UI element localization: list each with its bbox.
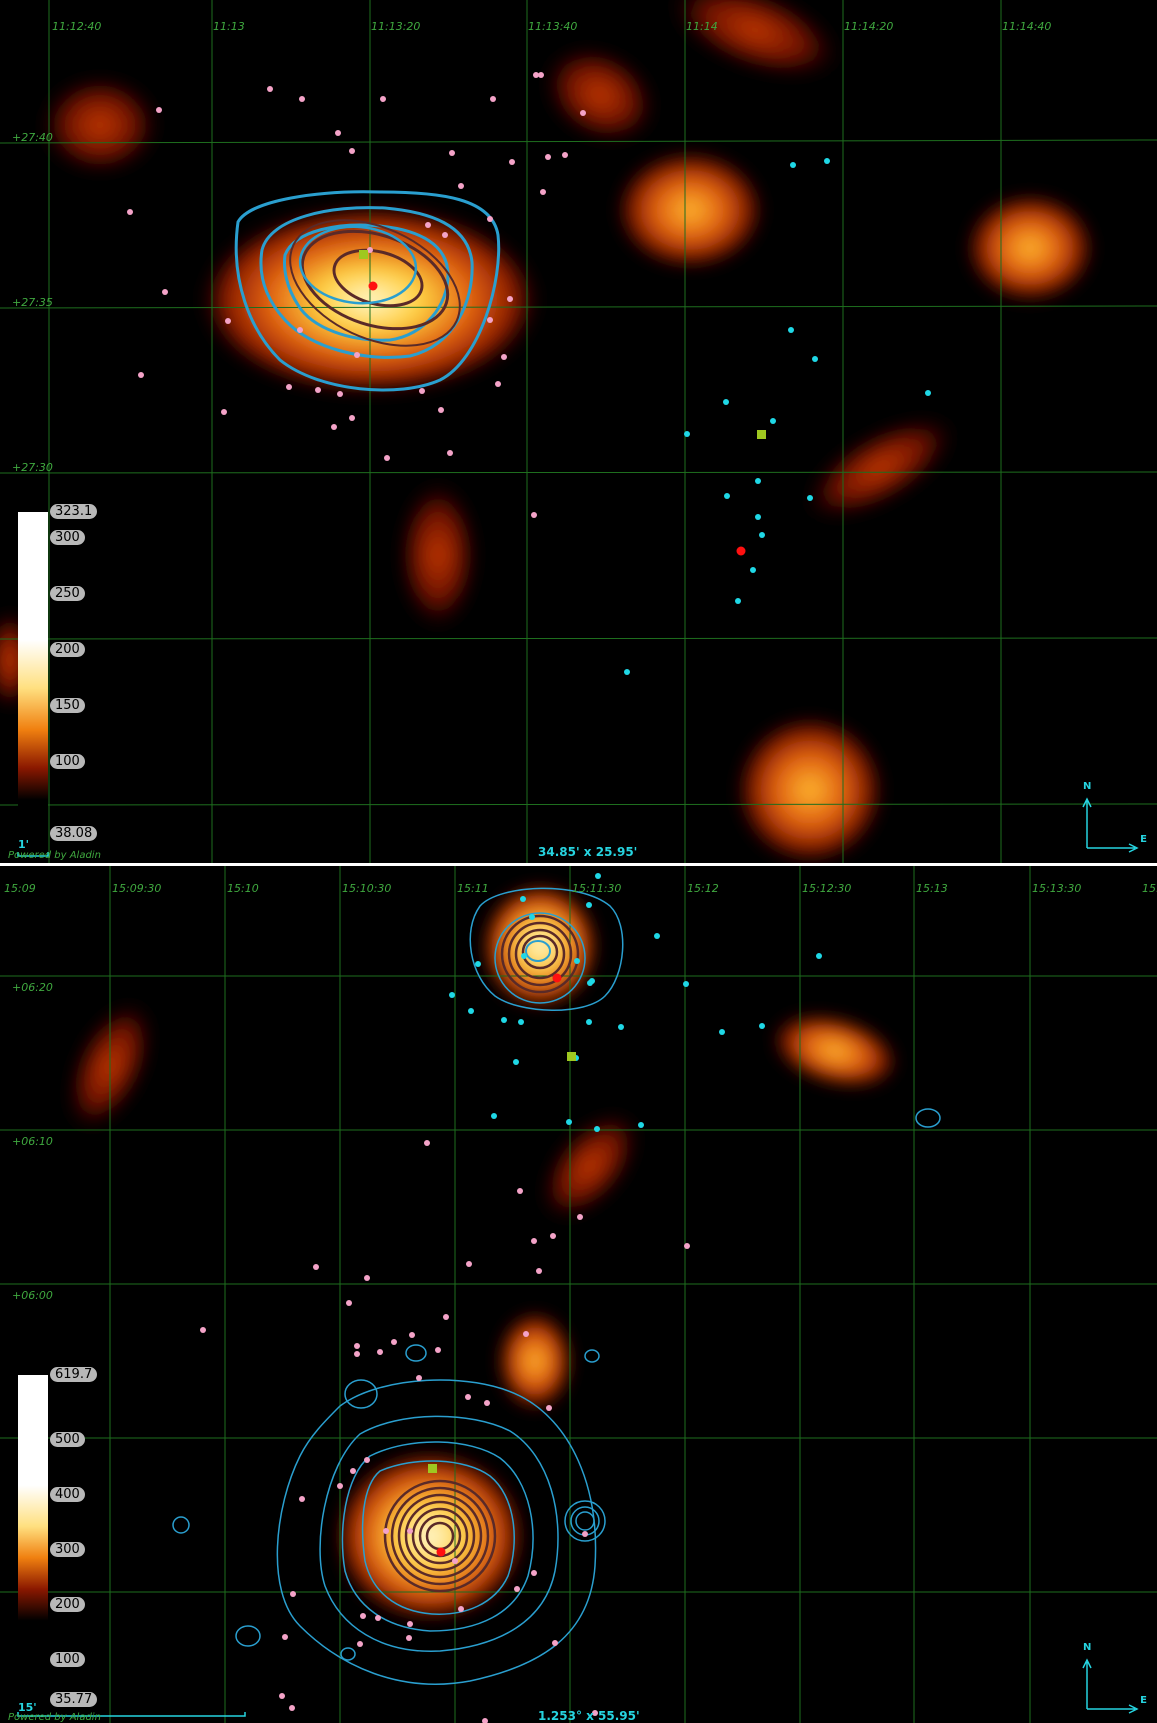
colorbar-tick: 250 [50, 586, 85, 601]
compass-north: N [1083, 1642, 1092, 1653]
ra-label: 15:10 [227, 882, 259, 895]
emission-map-bottom [66, 884, 899, 1621]
coordinate-grid-top [0, 0, 1157, 863]
sky-image-panel-top[interactable]: 11:12:40 11:13 11:13:20 11:13:40 11:14 1… [0, 0, 1157, 863]
dec-label: +27:30 [12, 461, 53, 474]
cyan-sources-bottom [449, 873, 822, 1132]
compass-east: E [1140, 834, 1147, 845]
pink-sources-bottom [200, 1140, 690, 1723]
compass: N E [1077, 781, 1147, 853]
ra-label: 11:12:40 [52, 20, 102, 33]
colorbar-tick: 200 [50, 1597, 85, 1612]
ra-label: 15:13 [916, 882, 948, 895]
compass-east: E [1140, 1695, 1147, 1706]
scale-bar-bottom [17, 1712, 246, 1717]
colorbar-tick: 500 [50, 1432, 85, 1447]
scale-bar-top [17, 852, 49, 857]
colorbar-bottom [18, 1375, 48, 1690]
field-of-view-label: 34.85' x 25.95' [538, 845, 638, 859]
compass-north: N [1083, 781, 1092, 792]
cyan-sources-top [624, 158, 931, 675]
contours-top [234, 190, 501, 392]
sky-map-bottom[interactable] [0, 866, 1157, 1723]
ra-label: 15:11 [457, 882, 489, 895]
ra-label: 11:13:40 [528, 20, 578, 33]
colorbar-tick: 400 [50, 1487, 85, 1502]
compass: N E [1077, 1642, 1147, 1714]
markers-bottom [428, 973, 576, 1557]
colorbar-min: 35.77 [50, 1692, 98, 1707]
dec-label: +06:10 [12, 1135, 53, 1148]
sky-map-top[interactable] [0, 0, 1157, 863]
ra-label: 15:1 [1142, 882, 1157, 895]
colorbar-tick: 100 [50, 1652, 85, 1667]
ra-label: 11:13:20 [371, 20, 421, 33]
compass-arrows-icon [1082, 1658, 1139, 1714]
ra-label: 15:10:30 [342, 882, 392, 895]
field-of-view-label: 1.253° x 55.95' [538, 1709, 640, 1723]
ra-label: 15:13:30 [1032, 882, 1082, 895]
ra-label: 15:12 [687, 882, 719, 895]
coordinate-grid-bottom [0, 866, 1157, 1723]
scale-label: 15' [18, 1701, 37, 1714]
ra-label: 15:09 [4, 882, 36, 895]
colorbar-min: 38.08 [50, 826, 98, 841]
scale-label: 1' [18, 838, 30, 851]
ra-label: 15:11:30 [572, 882, 622, 895]
contours-bottom [172, 887, 941, 1685]
emission-map-top [0, 0, 1095, 863]
colorbar-tick: 300 [50, 530, 85, 545]
dec-label: +06:00 [12, 1289, 53, 1302]
sky-image-panel-bottom[interactable]: 15:09 15:09:30 15:10 15:10:30 15:11 15:1… [0, 866, 1157, 1723]
ra-label: 15:12:30 [802, 882, 852, 895]
ra-label: 15:09:30 [112, 882, 162, 895]
ra-label: 11:14 [686, 20, 718, 33]
colorbar-max: 323.1 [50, 504, 98, 519]
compass-arrows-icon [1082, 797, 1139, 853]
pink-sources-top [127, 72, 586, 518]
dec-label: +27:35 [12, 296, 53, 309]
colorbar-tick: 200 [50, 642, 85, 657]
markers-top [359, 250, 766, 556]
dec-label: +27:40 [12, 131, 53, 144]
colorbar-max: 619.7 [50, 1367, 98, 1382]
colorbar-top [18, 512, 48, 832]
dec-label: +06:20 [12, 981, 53, 994]
ra-label: 11:14:40 [1002, 20, 1052, 33]
ra-label: 11:13 [213, 20, 245, 33]
ra-label: 11:14:20 [844, 20, 894, 33]
powered-by-label: Powered by Aladin [8, 1712, 101, 1723]
colorbar-tick: 150 [50, 698, 85, 713]
powered-by-label: Powered by Aladin [8, 850, 101, 861]
colorbar-tick: 100 [50, 754, 85, 769]
colorbar-tick: 300 [50, 1542, 85, 1557]
